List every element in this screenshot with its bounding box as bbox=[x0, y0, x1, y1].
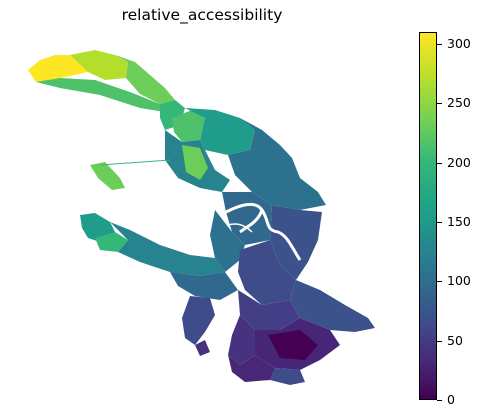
colorbar-tick bbox=[437, 221, 442, 223]
region-southwest-peninsula bbox=[182, 296, 215, 345]
colorbar-tick bbox=[437, 281, 442, 283]
region-north-green-2 bbox=[182, 145, 208, 180]
colorbar-tick-label: 0 bbox=[447, 392, 455, 407]
region-coast-south-strip bbox=[36, 78, 165, 112]
region-north-b bbox=[185, 108, 255, 155]
choropleth-map bbox=[28, 50, 375, 385]
region-southwest-coast bbox=[110, 222, 225, 276]
colorbar-tick-label: 150 bbox=[447, 213, 471, 229]
region-south-deep bbox=[268, 330, 318, 360]
colorbar-tick-label: 300 bbox=[447, 35, 471, 51]
colorbar-tick-label: 250 bbox=[447, 95, 471, 111]
region-northeast bbox=[228, 118, 326, 210]
region-south-east bbox=[290, 280, 375, 332]
colorbar bbox=[419, 32, 437, 400]
region-southwest-green bbox=[95, 232, 128, 252]
region-south-tip bbox=[270, 368, 305, 385]
region-northwest-coast-east bbox=[115, 55, 175, 104]
region-center-south bbox=[238, 290, 300, 330]
colorbar-tick-label: 50 bbox=[447, 332, 463, 348]
region-south-west bbox=[228, 315, 255, 365]
region-south-lower bbox=[228, 355, 275, 382]
region-southwest-peninsula-tip bbox=[195, 340, 210, 356]
map-title: relative_accessibility bbox=[121, 6, 283, 24]
region-southwest-inland bbox=[170, 272, 238, 300]
dam-line bbox=[99, 159, 171, 166]
colorbar-tick bbox=[437, 400, 442, 401]
colorbar-tick bbox=[437, 103, 442, 105]
region-northwest-coast-tip bbox=[28, 55, 88, 82]
region-center-west bbox=[210, 210, 245, 272]
region-center-north bbox=[222, 192, 272, 245]
colorbar-tick bbox=[437, 340, 442, 342]
colorbar-tick-label: 100 bbox=[447, 273, 471, 289]
river-channel bbox=[227, 223, 253, 233]
colorbar-tick bbox=[437, 43, 442, 45]
region-east bbox=[270, 205, 322, 280]
region-center bbox=[238, 240, 296, 305]
river-neva bbox=[225, 202, 302, 261]
region-northwest-coast bbox=[70, 50, 128, 80]
colorbar-tick-label: 200 bbox=[447, 154, 471, 170]
region-west-island bbox=[90, 162, 125, 190]
colorbar-tick bbox=[437, 162, 442, 164]
region-north-green-block bbox=[172, 110, 205, 142]
